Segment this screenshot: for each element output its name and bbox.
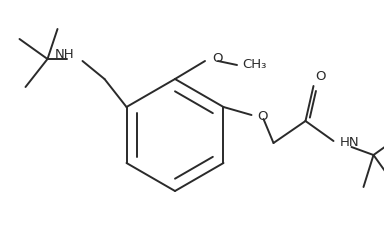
Text: NH: NH — [55, 48, 74, 61]
Text: O: O — [212, 52, 222, 66]
Text: HN: HN — [339, 137, 359, 149]
Text: O: O — [258, 110, 268, 123]
Text: O: O — [316, 70, 326, 82]
Text: CH₃: CH₃ — [242, 58, 266, 72]
